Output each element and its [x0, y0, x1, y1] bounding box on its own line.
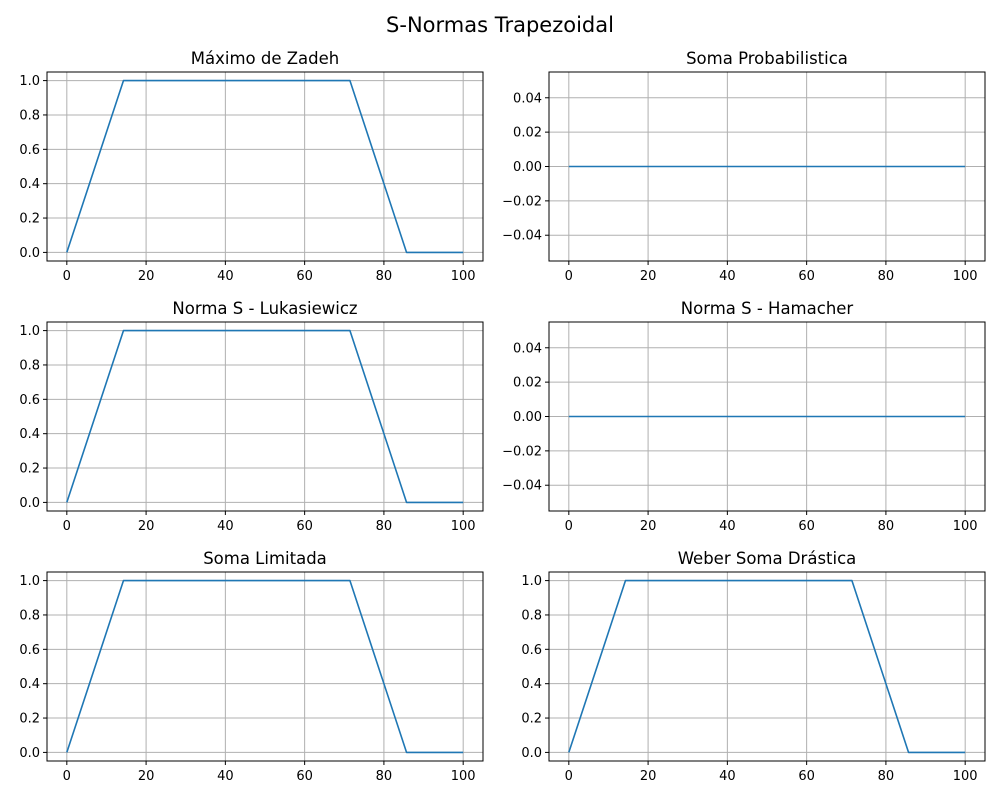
grid-lines — [47, 72, 483, 261]
subplot-2: 0 20 40 60 80 100 −0.04 −0.02 0.00 0.02 0.04 Soma P… — [502, 49, 986, 284]
y-tick-label: 1.0 — [19, 74, 40, 89]
x-tick-label: 40 — [217, 519, 234, 534]
subplot-title: Máximo de Zadeh — [191, 49, 339, 68]
y-tick-label: 0.6 — [19, 143, 40, 158]
subplot-1: 0 20 40 60 80 100 0.0 0.2 0.4 0.6 0.8 1.0 Máximo de … — [19, 49, 484, 284]
y-tick-label: 0.02 — [513, 126, 542, 141]
x-tick-label: 0 — [63, 269, 71, 284]
y-tick-label: −0.02 — [502, 194, 542, 209]
x-tick-label: 80 — [376, 269, 393, 284]
x-tick-label: 20 — [640, 769, 657, 784]
x-tick-label: 100 — [451, 769, 476, 784]
x-tick-label: 80 — [878, 519, 895, 534]
axes-frame — [548, 571, 986, 762]
x-tick-label: 40 — [719, 519, 736, 534]
subplot-title: Soma Limitada — [203, 549, 327, 568]
y-tick-label: 0.2 — [19, 212, 40, 227]
x-tick-label: 40 — [719, 269, 736, 284]
x-tick-label: 100 — [451, 269, 476, 284]
y-tick-label: −0.04 — [502, 479, 542, 494]
y-tick-label: 0.8 — [521, 608, 542, 623]
y-tick-label: 0.4 — [19, 177, 40, 192]
y-tick-label: 0.6 — [19, 643, 40, 658]
y-tick-label: 0.02 — [513, 376, 542, 391]
y-tick-label: 1.0 — [19, 324, 40, 339]
x-tick-label: 40 — [217, 269, 234, 284]
y-tick-label: 0.6 — [521, 643, 542, 658]
series-line — [66, 79, 464, 254]
x-tick-label: 20 — [640, 269, 657, 284]
x-tick-label: 100 — [953, 519, 978, 534]
x-tick-label: 80 — [878, 269, 895, 284]
x-tick-label: 80 — [376, 769, 393, 784]
x-tick-label: 60 — [296, 519, 313, 534]
y-tick-label: 1.0 — [521, 574, 542, 589]
series-line — [568, 579, 966, 754]
y-tick-label: 1.0 — [19, 574, 40, 589]
axes-frame — [46, 71, 484, 262]
x-tick-label: 20 — [138, 769, 155, 784]
x-tick-label: 20 — [640, 519, 657, 534]
y-tick-label: 0.00 — [513, 160, 542, 175]
y-tick-label: 0.2 — [521, 712, 542, 727]
y-tick-label: 0.6 — [19, 393, 40, 408]
y-tick-label: 0.00 — [513, 410, 542, 425]
x-tick-label: 100 — [953, 269, 978, 284]
y-tick-label: 0.0 — [19, 246, 40, 261]
x-tick-label: 80 — [376, 519, 393, 534]
y-tick-label: 0.8 — [19, 358, 40, 373]
axes-frame — [46, 571, 484, 762]
x-tick-label: 60 — [296, 269, 313, 284]
y-tick-label: 0.4 — [19, 677, 40, 692]
x-tick-label: 60 — [296, 769, 313, 784]
figure-suptitle: S-Normas Trapezoidal — [386, 13, 614, 37]
x-tick-label: 100 — [953, 769, 978, 784]
y-tick-label: −0.04 — [502, 229, 542, 244]
subplot-title: Norma S - Lukasiewicz — [172, 299, 357, 318]
y-tick-label: 0.0 — [521, 746, 542, 761]
subplot-grid: 0 20 40 60 80 100 0.0 0.2 0.4 0.6 0.8 1.0 Máximo de … — [19, 49, 986, 784]
x-tick-label: 40 — [217, 769, 234, 784]
x-tick-label: 100 — [451, 519, 476, 534]
x-tick-label: 0 — [565, 269, 573, 284]
y-tick-label: 0.04 — [513, 341, 542, 356]
x-tick-label: 20 — [138, 269, 155, 284]
y-tick-label: 0.04 — [513, 91, 542, 106]
y-tick-label: −0.02 — [502, 444, 542, 459]
y-tick-label: 0.2 — [19, 462, 40, 477]
axes-frame — [46, 321, 484, 512]
y-tick-label: 0.4 — [19, 427, 40, 442]
x-tick-label: 40 — [719, 769, 736, 784]
y-tick-label: 0.8 — [19, 608, 40, 623]
x-tick-label: 60 — [798, 769, 815, 784]
y-tick-label: 0.4 — [521, 677, 542, 692]
x-tick-label: 60 — [798, 519, 815, 534]
x-tick-label: 0 — [63, 519, 71, 534]
subplot-title: Norma S - Hamacher — [681, 299, 854, 318]
y-tick-label: 0.0 — [19, 496, 40, 511]
y-tick-label: 0.8 — [19, 108, 40, 123]
subplot-3: 0 20 40 60 80 100 0.0 0.2 0.4 0.6 0.8 1.0 Norma S - … — [19, 299, 484, 534]
x-tick-label: 0 — [565, 519, 573, 534]
series-line — [66, 329, 464, 504]
series-line — [66, 579, 464, 754]
subplot-title: Weber Soma Drástica — [678, 549, 857, 568]
grid-lines — [47, 322, 483, 511]
x-tick-label: 0 — [565, 769, 573, 784]
y-tick-label: 0.2 — [19, 712, 40, 727]
subplot-5: 0 20 40 60 80 100 0.0 0.2 0.4 0.6 0.8 1.0 Soma Limit… — [19, 549, 484, 784]
x-tick-label: 80 — [878, 769, 895, 784]
subplot-4: 0 20 40 60 80 100 −0.04 −0.02 0.00 0.02 0.04 Norma … — [502, 299, 986, 534]
subplot-title: Soma Probabilistica — [686, 49, 848, 68]
x-tick-label: 60 — [798, 269, 815, 284]
x-tick-label: 0 — [63, 769, 71, 784]
subplot-6: 0 20 40 60 80 100 0.0 0.2 0.4 0.6 0.8 1.0 Weber Soma… — [521, 549, 986, 784]
x-tick-label: 20 — [138, 519, 155, 534]
y-tick-label: 0.0 — [19, 746, 40, 761]
